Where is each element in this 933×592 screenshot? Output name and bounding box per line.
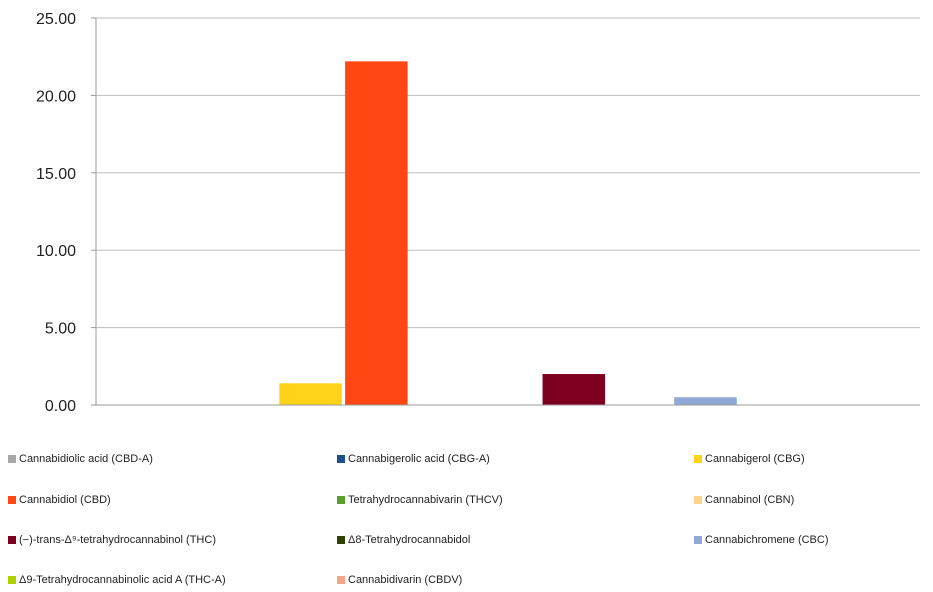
y-tick-label: 25.00	[36, 11, 76, 28]
y-tick-label: 5.00	[45, 321, 76, 338]
bars	[279, 61, 737, 406]
bar-2	[279, 383, 342, 405]
legend-swatch	[8, 576, 16, 584]
legend-item: Cannabinol (CBN)	[694, 494, 794, 506]
legend-label: Δ9-Tetrahydrocannabinolic acid A (THC-A)	[19, 574, 226, 586]
legend-swatch	[8, 496, 16, 504]
legend-label: Cannabinol (CBN)	[705, 494, 795, 506]
legend-item: Cannabidiol (CBD)	[8, 494, 111, 506]
legend-swatch	[694, 536, 702, 544]
bar-8	[674, 397, 737, 405]
y-tick-label: 15.00	[36, 166, 76, 183]
bar-chart: 0.00 5.00 10.00 15.00 20.00 25.00	[36, 11, 920, 415]
bar-3	[345, 61, 408, 406]
legend-label: (−)-trans-Δ⁹-tetrahydrocannabinol (THC)	[19, 534, 216, 546]
legend-swatch	[8, 455, 16, 463]
legend-swatch	[337, 496, 345, 504]
y-tick-label: 20.00	[36, 88, 76, 105]
legend-swatch	[337, 536, 345, 544]
legend-label: Tetrahydrocannabivarin (THCV)	[348, 494, 503, 506]
legend-label: Cannabichromene (CBC)	[705, 534, 829, 546]
legend-swatch	[694, 496, 702, 504]
legend-swatch	[337, 455, 345, 463]
gridlines	[96, 17, 920, 329]
legend-label: Cannabidiolic acid (CBD-A)	[19, 453, 153, 465]
legend-swatch	[8, 536, 16, 544]
y-tick-label: 0.00	[45, 398, 76, 415]
legend-item: Δ8-Tetrahydrocannabidol	[337, 534, 470, 546]
legend-item: Cannabichromene (CBC)	[694, 534, 829, 546]
legend-label: Cannabidiol (CBD)	[19, 494, 111, 506]
legend-item: Δ9-Tetrahydrocannabinolic acid A (THC-A)	[8, 574, 226, 586]
bar-6	[542, 374, 606, 405]
legend-swatch	[337, 576, 345, 584]
legend-label: Cannabidivarin (CBDV)	[348, 574, 463, 586]
legend-item: Tetrahydrocannabivarin (THCV)	[337, 494, 503, 506]
legend-item: Cannabidivarin (CBDV)	[337, 574, 462, 586]
y-axis-ticks: 0.00 5.00 10.00 15.00 20.00 25.00	[36, 11, 96, 415]
legend-item: (−)-trans-Δ⁹-tetrahydrocannabinol (THC)	[8, 534, 216, 546]
legend-label: Cannabigerol (CBG)	[705, 453, 805, 465]
legend-label: Cannabigerolic acid (CBG-A)	[348, 453, 490, 465]
legend-item: Cannabidiolic acid (CBD-A)	[8, 453, 153, 465]
legend-item: Cannabigerol (CBG)	[694, 453, 805, 465]
y-tick-label: 10.00	[36, 243, 76, 260]
legend-swatch	[694, 455, 702, 463]
legend-label: Δ8-Tetrahydrocannabidol	[348, 534, 471, 546]
legend-item: Cannabigerolic acid (CBG-A)	[337, 453, 490, 465]
